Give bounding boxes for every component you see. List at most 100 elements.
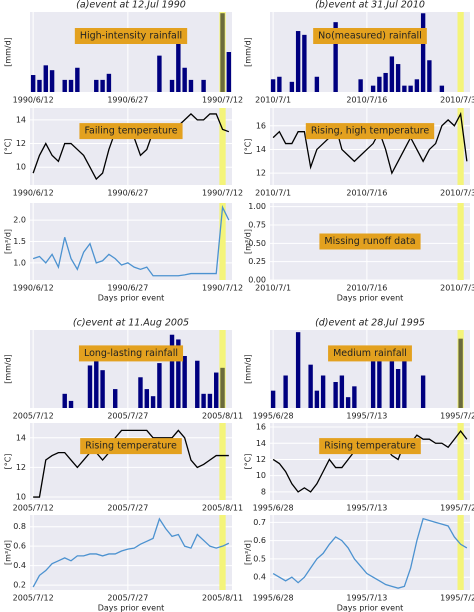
y-tick-label: 1.00: [248, 202, 266, 211]
bar: [427, 60, 432, 92]
y-tick-label: 14: [16, 433, 26, 442]
y-axis-label: [mm/d]: [4, 354, 13, 384]
plot-background: [270, 330, 470, 408]
bar: [270, 390, 276, 408]
x-tick-label: 2010/7/16: [346, 189, 387, 198]
y-tick-label: 14: [256, 145, 266, 154]
bar: [176, 43, 181, 92]
bar: [395, 369, 401, 408]
y-axis-label: [mm/d]: [244, 37, 253, 67]
x-axis-label: Days prior event: [337, 294, 404, 303]
bar: [214, 372, 219, 408]
y-axis-label: [m³/d]: [244, 229, 253, 254]
y-tick-label: 0.4: [253, 573, 266, 582]
y-tick-label: 0.4: [13, 561, 26, 570]
bar: [150, 396, 156, 408]
bar: [402, 85, 407, 92]
y-axis-label: [m³/d]: [4, 540, 13, 565]
x-tick-label: 1995/6/28: [253, 504, 294, 513]
x-tick-label: 1995/7/13: [346, 594, 387, 603]
x-tick-label: 1995/6/28: [253, 594, 294, 603]
annotation-box: [328, 345, 412, 362]
y-tick-label: 12: [16, 463, 26, 472]
bar: [314, 76, 320, 92]
y-tick-label: 12: [256, 169, 266, 178]
plot-background: [30, 423, 232, 500]
bar: [62, 393, 67, 408]
y-tick-label: 0.7: [253, 518, 266, 527]
event-band: [219, 423, 226, 500]
bar: [295, 332, 301, 408]
x-axis-label: Days prior event: [98, 604, 165, 612]
annotation-box: [319, 233, 421, 250]
bar: [220, 13, 225, 93]
bar: [420, 13, 426, 92]
x-tick-label: 1990/6/27: [107, 284, 148, 293]
y-tick-label: 0.25: [248, 257, 266, 266]
bar: [207, 393, 213, 408]
bar: [370, 360, 376, 408]
y-tick-label: 16: [256, 423, 266, 432]
bar: [320, 375, 326, 408]
x-tick-label: 2010/7/1: [255, 284, 291, 293]
y-axis-label: [m³/d]: [244, 540, 253, 565]
x-tick-label: 2005/7/12: [13, 594, 54, 603]
annotation: Long-lasting rainfall: [84, 348, 178, 359]
y-axis-label: [mm/d]: [4, 37, 13, 67]
bar: [395, 64, 401, 92]
y-axis-label: [°C]: [244, 454, 253, 470]
bar: [157, 363, 162, 408]
bar: [100, 79, 105, 92]
chart-title: (c)event at 11.Aug 2005: [73, 318, 189, 329]
bar: [277, 76, 282, 92]
event-band: [457, 515, 464, 590]
x-tick-label: 2010/7/31: [440, 189, 474, 198]
bar: [333, 22, 338, 92]
bar: [201, 393, 206, 408]
x-tick-label: 1990/6/12: [13, 96, 54, 105]
y-axis-label: [°C]: [244, 139, 253, 155]
y-tick-label: 0.6: [253, 536, 266, 545]
bar: [389, 56, 395, 92]
event-band: [457, 12, 464, 92]
plot-background: [30, 12, 232, 92]
y-tick-label: 12: [16, 139, 26, 148]
x-tick-label: 2010/7/31: [440, 284, 474, 293]
annotation-box: [79, 123, 183, 140]
annotation: Missing runoff data: [324, 236, 415, 247]
y-tick-label: 8: [261, 487, 266, 496]
annotation: No(measured) rainfall: [318, 31, 422, 42]
plot-background: [270, 423, 470, 500]
x-tick-label: 1990/6/12: [13, 189, 54, 198]
x-tick-label: 1995/7/28: [440, 504, 474, 513]
bar: [37, 79, 42, 92]
x-tick-label: 2005/7/27: [107, 594, 148, 603]
bar: [377, 358, 382, 408]
x-tick-label: 2010/7/1: [255, 96, 291, 105]
x-tick-label: 1995/7/28: [440, 412, 474, 421]
y-tick-label: 0.5: [253, 554, 266, 563]
bar: [188, 79, 194, 92]
x-tick-label: 1995/6/28: [253, 412, 294, 421]
y-tick-label: 0.75: [248, 221, 266, 230]
y-tick-label: 10: [16, 493, 26, 502]
line: [32, 204, 230, 277]
annotation-box: [80, 438, 182, 455]
x-tick-label: 1990/6/12: [13, 284, 54, 293]
bar: [169, 334, 175, 408]
annotation: Medium rainfall: [333, 348, 407, 359]
bar: [62, 79, 67, 92]
bar: [68, 400, 74, 408]
annotation-box: [305, 123, 435, 140]
x-tick-label: 2005/8/11: [202, 594, 243, 603]
annotation-box: [319, 438, 421, 455]
bar: [182, 356, 187, 408]
bar: [383, 72, 388, 92]
annotation-box: [78, 345, 184, 362]
annotation: Rising, high temperature: [311, 126, 430, 137]
bar: [220, 367, 225, 408]
bar: [333, 382, 338, 408]
y-tick-label: 1.0: [13, 258, 26, 267]
bar: [201, 79, 206, 92]
chart-title: (d)event at 28.Jul 1995: [315, 318, 425, 329]
